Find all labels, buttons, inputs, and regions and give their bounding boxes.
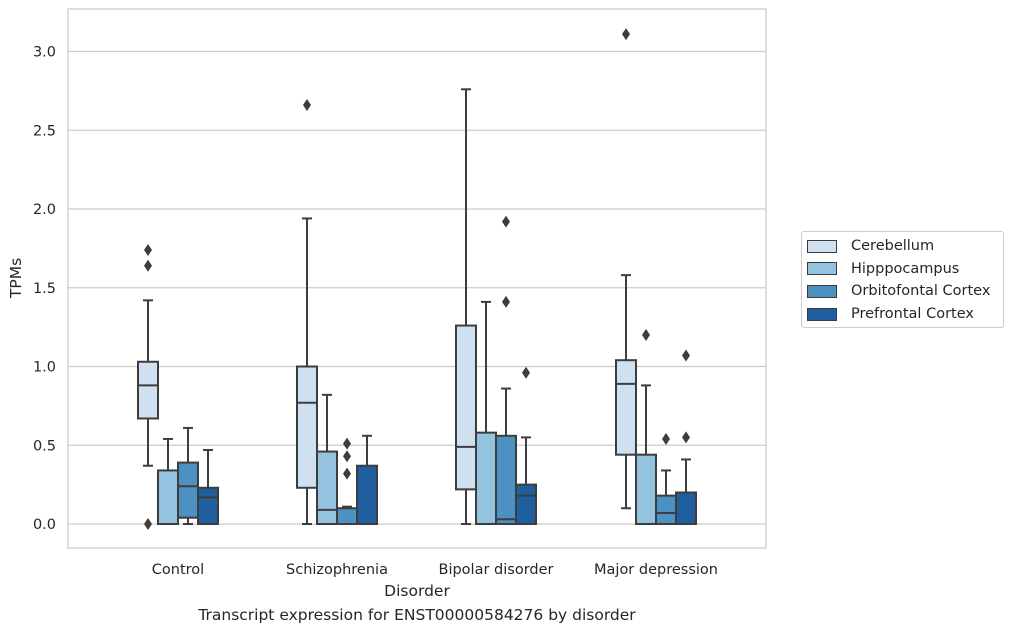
box-prefrontal-cortex	[515, 366, 537, 525]
box-hipppocampus	[316, 393, 338, 525]
y-tick-label: 1.0	[33, 360, 56, 376]
legend: Cerebellum Hipppocampus Orbitofontal Corte…	[801, 231, 1004, 329]
box-hipppocampus	[635, 329, 657, 526]
box-iqr	[197, 486, 219, 525]
legend-item: Orbitofontal Cortex	[802, 280, 1003, 303]
box-orbitofontal-cortex	[655, 432, 677, 525]
box-iqr	[615, 359, 637, 456]
y-tick-label: 0.0	[33, 517, 56, 533]
legend-item: Hipppocampus	[802, 258, 1003, 281]
gridlines	[68, 50, 766, 525]
x-tick-label: Control	[152, 562, 204, 578]
x-tick-labels: Control Schizophrenia Bipolar disorder Majo…	[152, 562, 718, 578]
x-axis-label: Disorder	[384, 582, 450, 600]
outlier-point	[343, 450, 351, 463]
outlier-point	[502, 295, 510, 308]
box-iqr	[635, 453, 657, 526]
box-prefrontal-cortex	[675, 349, 697, 525]
outlier-point	[303, 99, 311, 112]
box-iqr	[455, 324, 477, 491]
y-tick-labels: 0.0 0.5 1.0 1.5 2.0 2.5 3.0	[33, 45, 56, 534]
outlier-point	[622, 28, 630, 41]
outlier-point	[522, 366, 530, 379]
box-iqr	[157, 469, 179, 526]
outlier-point	[144, 259, 152, 272]
y-tick-label: 3.0	[33, 45, 56, 61]
box-cerebellum	[615, 28, 637, 510]
outlier-point	[682, 349, 690, 362]
box-cerebellum	[296, 99, 318, 525]
y-tick-label: 2.0	[33, 202, 56, 218]
outlier-point	[343, 467, 351, 480]
legend-item: Prefrontal Cortex	[802, 303, 1003, 326]
legend-swatch	[807, 307, 837, 321]
legend-label: Prefrontal Cortex	[851, 306, 974, 323]
x-tick-label: Bipolar disorder	[439, 562, 554, 578]
y-tick-label: 0.5	[33, 438, 56, 454]
box-iqr	[475, 431, 497, 525]
legend-label: Cerebellum	[851, 238, 935, 255]
y-tick-label: 1.5	[33, 281, 56, 297]
box-iqr	[316, 450, 338, 525]
box-hipppocampus	[157, 437, 179, 526]
box-prefrontal-cortex	[197, 448, 219, 525]
box-iqr	[336, 507, 358, 525]
y-tick-label: 2.5	[33, 123, 56, 139]
y-axis-label: TPMs	[7, 258, 25, 299]
box-iqr	[177, 461, 199, 519]
box-iqr	[296, 365, 318, 489]
box-orbitofontal-cortex	[495, 215, 517, 525]
outlier-point	[682, 431, 690, 444]
box-iqr	[495, 434, 517, 525]
box-iqr	[675, 491, 697, 525]
box-cerebellum	[455, 88, 477, 525]
box-iqr	[515, 483, 537, 525]
outlier-point	[343, 437, 351, 450]
box-cerebellum	[137, 243, 159, 530]
box-prefrontal-cortex	[356, 434, 378, 526]
box-orbitofontal-cortex	[336, 437, 358, 525]
box-iqr	[655, 494, 677, 525]
legend-swatch	[807, 284, 837, 298]
legend-swatch	[807, 239, 837, 253]
legend-swatch	[807, 262, 837, 276]
box-orbitofontal-cortex	[177, 426, 199, 525]
legend-label: Orbitofontal Cortex	[851, 283, 991, 300]
outlier-point	[144, 243, 152, 256]
box-elements	[137, 28, 697, 530]
box-hipppocampus	[475, 300, 497, 525]
outlier-point	[502, 215, 510, 228]
legend-item: Cerebellum	[802, 235, 1003, 258]
legend-label: Hipppocampus	[851, 260, 960, 277]
box-iqr	[137, 360, 159, 420]
x-tick-label: Major depression	[594, 562, 718, 578]
outlier-point	[144, 518, 152, 530]
x-tick-label: Schizophrenia	[286, 562, 388, 578]
plot-frame	[67, 8, 767, 549]
outlier-point	[662, 432, 670, 445]
box-iqr	[356, 464, 378, 526]
chart-caption: Transcript expression for ENST0000058427…	[198, 606, 636, 624]
outlier-point	[642, 329, 650, 341]
